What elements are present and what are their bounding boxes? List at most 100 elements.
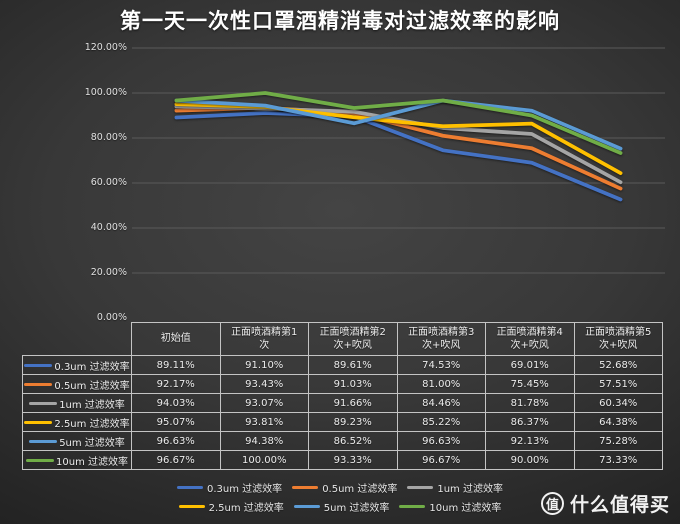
table-value-cell: 57.51% [573, 374, 663, 394]
data-table: 初始值 正面喷酒精第1 次正面喷酒精第2 次+吹风 正面喷酒精第3 次+吹风 正面喷酒… [22, 322, 663, 470]
legend-item: 2.5um 过滤效率 [178, 499, 284, 514]
table-value-cell: 100.00% [219, 450, 309, 470]
table-column-header: 正面喷酒精第1 次 [219, 322, 309, 356]
legend-item: 10um 过滤效率 [399, 499, 501, 514]
smzdm-logo-icon: 值 [540, 492, 564, 515]
table-value-cell: 89.23% [308, 412, 398, 432]
table-row-label: 10um 过滤效率 [22, 450, 132, 470]
series-swatch-icon [29, 440, 58, 443]
table-value-cell: 93.07% [219, 393, 309, 413]
y-axis-tick-label: 0.00% [96, 312, 127, 323]
table-column-header: 正面喷酒精第4 次+吹风 [485, 322, 575, 356]
y-axis-tick-label: 80.00% [90, 132, 127, 143]
legend-label: 2.5um 过滤效率 [208, 503, 284, 514]
y-axis-tick-label: 120.00% [84, 42, 127, 53]
table-value-cell: 96.67% [396, 450, 486, 470]
legend-swatch-icon [293, 504, 320, 509]
watermark: 值 什么值得买 [540, 490, 670, 517]
watermark-text: 什么值得买 [569, 494, 670, 516]
table-row-label: 1um 过滤效率 [22, 393, 132, 413]
series-line-3 [174, 102, 623, 176]
table-row-label: 2.5um 过滤效率 [22, 412, 132, 432]
table-value-cell: 94.03% [131, 393, 221, 413]
series-swatch-icon [29, 402, 58, 405]
legend-item: 0.5um 过滤效率 [292, 480, 397, 495]
y-axis-tick-label: 40.00% [90, 222, 127, 233]
table-value-cell: 92.17% [131, 374, 221, 394]
table-value-cell: 91.03% [308, 374, 398, 394]
legend-label: 1um 过滤效率 [437, 484, 503, 495]
series-swatch-icon [24, 383, 53, 386]
y-axis-tick-label: 60.00% [90, 177, 127, 188]
table-value-cell: 86.37% [485, 412, 575, 432]
legend-swatch-icon [177, 485, 204, 490]
table-row: 1um 过滤效率 94.03% 93.07% 91.66% 84.46% 81.78% 60… [22, 393, 663, 413]
chart-title: 第一天一次性口罩酒精消毒对过滤效率的影响 [120, 9, 560, 33]
series-line-4 [174, 98, 623, 151]
y-axis-tick-label: 100.00% [84, 87, 127, 98]
legend-row: 0.3um 过滤效率 0.5um 过滤效率 1um 过滤效率 [177, 480, 503, 495]
legend-item: 5um 过滤效率 [293, 499, 390, 514]
legend-label: 0.5um 过滤效率 [322, 484, 398, 495]
table-value-cell: 74.53% [396, 355, 486, 375]
table-value-cell: 91.66% [308, 393, 398, 413]
table-value-cell: 90.00% [485, 450, 575, 470]
series-line-1 [174, 105, 623, 191]
legend-swatch-icon [399, 504, 426, 509]
table-row: 10um 过滤效率 96.67% 100.00% 93.33% 96.67% 90.00%… [22, 450, 663, 470]
table-row: 0.3um 过滤效率 89.11% 91.10% 89.61% 74.53% 69.01%… [22, 355, 663, 375]
series-swatch-icon [24, 421, 53, 424]
table-row: 2.5um 过滤效率 95.07% 93.81% 89.23% 85.22% 86.37%… [22, 412, 663, 432]
series-line-0 [174, 111, 623, 202]
table-value-cell: 96.63% [131, 431, 221, 451]
table-value-cell: 60.34% [573, 393, 663, 413]
table-value-cell: 89.11% [131, 355, 221, 375]
series-line-5 [174, 91, 623, 155]
table-row: 5um 过滤效率 96.63% 94.38% 86.52% 96.63% 92.13% 75… [22, 431, 663, 451]
series-swatch-icon [26, 459, 54, 462]
table-corner-cell [23, 323, 132, 356]
table-value-cell: 73.33% [573, 450, 663, 470]
table-column-header: 初始值 [131, 322, 221, 356]
table-value-cell: 75.45% [485, 374, 575, 394]
table-value-cell: 84.46% [396, 393, 486, 413]
legend-label: 5um 过滤效率 [323, 503, 390, 514]
table-value-cell: 96.67% [131, 450, 221, 470]
table-value-cell: 85.22% [396, 412, 486, 432]
legend-label: 10um 过滤效率 [429, 503, 502, 514]
legend-swatch-icon [178, 504, 205, 509]
table-value-cell: 86.52% [308, 431, 398, 451]
chart-legend: 0.3um 过滤效率 0.5um 过滤效率 1um 过滤效率 2.5um 过滤效率 5u… [0, 480, 680, 514]
table-value-cell: 92.13% [485, 431, 575, 451]
legend-item: 1um 过滤效率 [407, 480, 503, 495]
table-value-cell: 93.81% [219, 412, 309, 432]
legend-swatch-icon [292, 485, 319, 490]
table-value-cell: 91.10% [219, 355, 309, 375]
table-value-cell: 75.28% [573, 431, 663, 451]
table-value-cell: 93.33% [308, 450, 398, 470]
table-row-label: 0.5um 过滤效率 [22, 374, 132, 394]
table-value-cell: 69.01% [485, 355, 575, 375]
y-axis-tick-label: 20.00% [90, 267, 127, 278]
series-line-2 [174, 104, 623, 185]
table-row-label: 5um 过滤效率 [22, 431, 132, 451]
table-value-cell: 93.43% [219, 374, 309, 394]
table-value-cell: 89.61% [308, 355, 398, 375]
table-value-cell: 94.38% [219, 431, 309, 451]
legend-label: 0.3um 过滤效率 [207, 484, 283, 495]
table-value-cell: 81.00% [396, 374, 486, 394]
table-header-row: 初始值 正面喷酒精第1 次正面喷酒精第2 次+吹风 正面喷酒精第3 次+吹风 正面喷酒… [23, 322, 663, 356]
legend-item: 0.3um 过滤效率 [177, 480, 282, 495]
table-value-cell: 64.38% [573, 412, 663, 432]
table-row-label: 0.3um 过滤效率 [22, 355, 132, 375]
table-value-cell: 81.78% [485, 393, 575, 413]
legend-row: 2.5um 过滤效率 5um 过滤效率 10um 过滤效率 [178, 499, 501, 514]
table-value-cell: 96.63% [396, 431, 486, 451]
table-column-header: 正面喷酒精第3 次+吹风 [396, 322, 486, 356]
smzdm-logo-char: 值 [545, 498, 559, 513]
table-column-header: 正面喷酒精第2 次+吹风 [308, 322, 398, 356]
table-row: 0.5um 过滤效率 92.17% 93.43% 91.03% 81.00% 75.45%… [22, 374, 663, 394]
series-swatch-icon [24, 364, 53, 367]
table-column-header: 正面喷酒精第5 次+吹风 [573, 322, 663, 356]
